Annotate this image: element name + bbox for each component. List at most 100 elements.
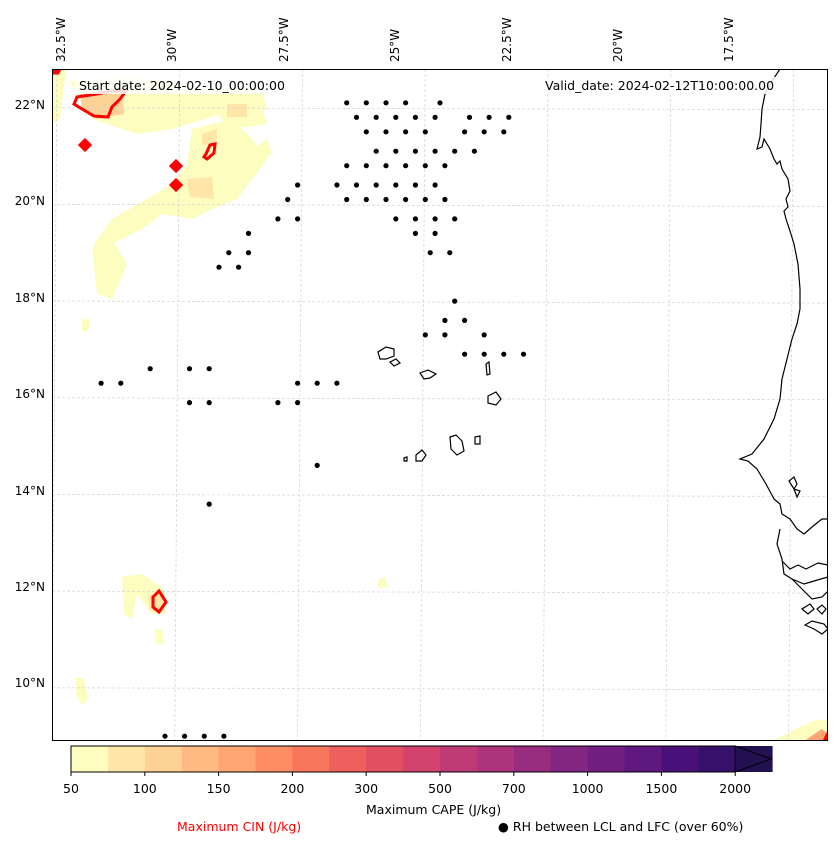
cape-area xyxy=(76,677,88,706)
parallel-gridline xyxy=(52,107,828,111)
island-outline xyxy=(419,369,438,380)
cape-area xyxy=(227,104,247,117)
rh-marker xyxy=(432,148,438,154)
rh-marker xyxy=(118,380,124,386)
colorbar-segment xyxy=(107,746,146,772)
rh-marker xyxy=(334,380,340,386)
rh-marker xyxy=(412,182,418,188)
rh-marker xyxy=(373,114,379,120)
colorbar-segment xyxy=(255,746,293,772)
island-outline xyxy=(388,358,402,367)
rh-marker xyxy=(393,114,399,120)
colorbar-tick-label: 50 xyxy=(63,781,79,796)
lon-tick-label: 30°W xyxy=(165,28,179,62)
meridian-gridline xyxy=(419,69,426,741)
colorbar-label: Maximum CAPE (J/kg) xyxy=(366,802,502,817)
rh-marker xyxy=(462,351,468,357)
rh-marker xyxy=(186,366,193,372)
cin-legend-label: Maximum CIN (J/kg) xyxy=(177,819,302,834)
rh-marker xyxy=(363,100,369,106)
colorbar-tick-label: 300 xyxy=(354,781,379,796)
colorbar-segment xyxy=(550,746,589,772)
rh-marker xyxy=(412,148,418,154)
rh-marker xyxy=(353,182,360,188)
rh-marker xyxy=(383,196,389,203)
africa-coastline xyxy=(803,620,828,635)
lon-tick-label: 17.5°W xyxy=(722,17,736,62)
rh-marker xyxy=(452,216,458,222)
cape-area xyxy=(52,69,66,124)
colorbar-segment xyxy=(587,746,625,772)
colorbar-tick-label: 150 xyxy=(206,781,231,796)
rh-marker-layer xyxy=(98,100,527,739)
rh-marker xyxy=(466,114,473,120)
rh-marker xyxy=(412,230,418,236)
africa-coastline xyxy=(738,69,828,535)
map-panel xyxy=(52,69,828,741)
cape-area xyxy=(247,139,272,164)
colorbar-segment xyxy=(698,746,736,772)
parallel-gridline xyxy=(52,397,828,401)
island-outline xyxy=(485,360,491,376)
cape-area xyxy=(202,129,217,147)
cape-area xyxy=(94,119,267,294)
cape-area xyxy=(154,629,164,644)
rh-marker xyxy=(412,114,418,120)
colorbar-segment xyxy=(624,746,662,772)
rh-marker xyxy=(412,216,418,222)
rh-marker xyxy=(295,182,301,188)
lat-tick-label: 14°N xyxy=(14,484,45,498)
colorbar-segment xyxy=(218,746,256,772)
rh-marker xyxy=(314,462,320,468)
gridlines xyxy=(52,69,828,741)
africa-coastline xyxy=(788,476,798,491)
coastline-layer xyxy=(377,69,828,635)
colorbar-segment xyxy=(292,746,330,772)
rh-marker xyxy=(501,351,507,357)
africa-coastline xyxy=(800,603,815,615)
africa-coastline xyxy=(781,560,828,570)
meridian-gridline xyxy=(542,69,549,741)
colorbar-segment xyxy=(403,746,441,772)
africa-coastline xyxy=(791,578,828,600)
valid-date-label: Valid_date: 2024-02-12T10:00:00.00 xyxy=(541,77,779,94)
colorbar-tick-label: 500 xyxy=(428,781,452,796)
rh-marker xyxy=(363,129,369,135)
rh-marker xyxy=(275,400,281,406)
rh-marker xyxy=(447,250,453,256)
rh-marker xyxy=(462,317,468,323)
colorbar-tick-label: 200 xyxy=(280,781,305,796)
rh-marker xyxy=(481,351,487,357)
rh-marker xyxy=(221,733,227,739)
rh-marker xyxy=(383,163,389,169)
lon-tick-label: 22.5°W xyxy=(500,17,514,62)
cape-area xyxy=(92,239,127,299)
rh-marker xyxy=(442,332,448,338)
rh-marker xyxy=(236,264,242,270)
rh-marker xyxy=(506,114,512,120)
colorbar-tick-label: 2000 xyxy=(719,781,752,796)
colorbar-segment xyxy=(329,746,367,772)
rh-marker xyxy=(452,148,458,154)
rh-marker xyxy=(353,114,360,120)
rh-marker xyxy=(245,230,252,236)
rh-legend-label: RH between LCL and LFC (over 60%) xyxy=(512,819,744,834)
lon-tick-label: 32.5°W xyxy=(54,17,68,62)
start-date-label: Start date: 2024-02-10_00:00:00 xyxy=(75,77,289,94)
meridian-gridline xyxy=(665,69,672,741)
rh-marker xyxy=(186,400,193,406)
rh-marker xyxy=(442,196,448,203)
rh-marker xyxy=(201,733,207,739)
rh-marker xyxy=(275,216,281,222)
lon-tick-label: 27.5°W xyxy=(277,17,291,62)
rh-marker xyxy=(432,216,438,222)
rh-marker xyxy=(363,196,369,203)
rh-marker xyxy=(295,216,301,222)
rh-legend-item: ● RH between LCL and LFC (over 60%) xyxy=(498,819,743,834)
rh-marker xyxy=(383,100,389,106)
parallel-gridline xyxy=(52,687,828,691)
rh-marker xyxy=(442,317,448,323)
rh-marker xyxy=(422,196,428,203)
colorbar-tick-label: 100 xyxy=(132,781,157,796)
